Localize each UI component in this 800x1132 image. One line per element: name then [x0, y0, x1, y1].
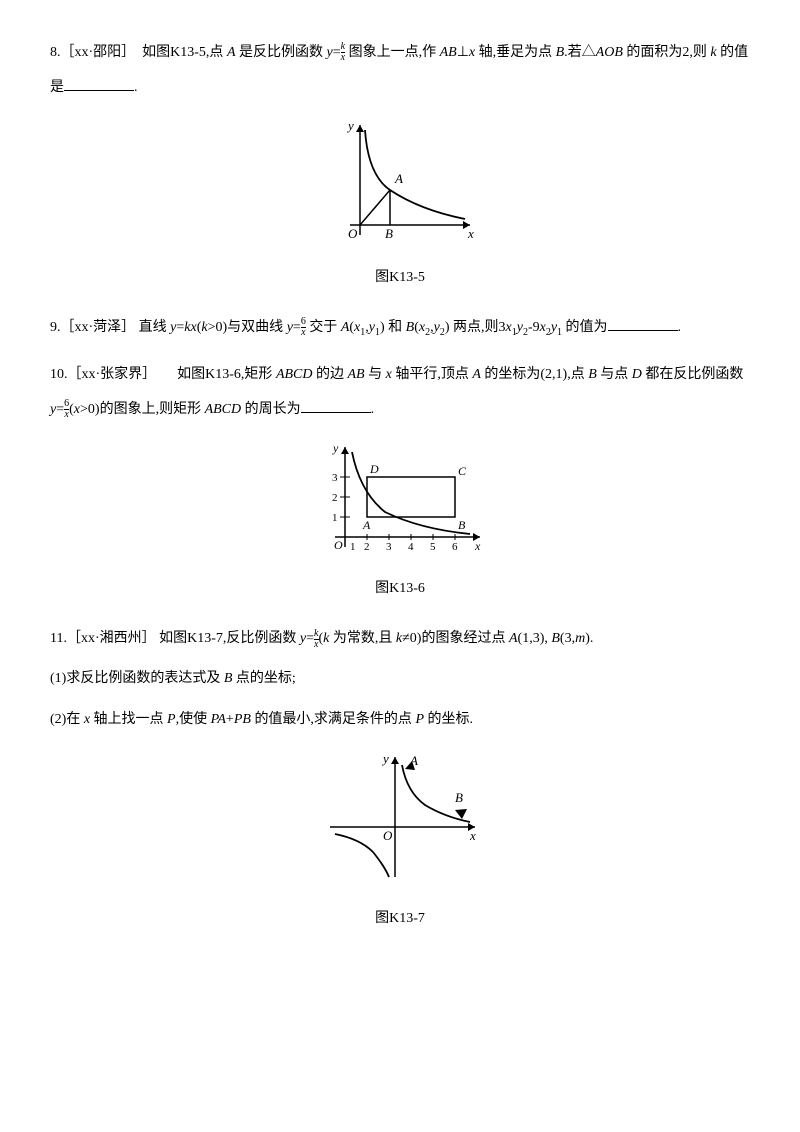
- svg-text:1: 1: [332, 512, 338, 524]
- svg-text:x: x: [474, 539, 481, 553]
- svg-text:4: 4: [408, 541, 414, 553]
- problem-11-text: 11.［xx·湘西州］ 如图K13-7,反比例函数 y=kx(k 为常数,且 k…: [50, 626, 750, 651]
- svg-text:A: A: [394, 171, 403, 186]
- problem-11-part2: (2)在 x 轴上找一点 P,使使 PA+PB 的值最小,求满足条件的点 P 的…: [50, 707, 750, 732]
- blank-fill[interactable]: [301, 412, 371, 413]
- fraction: 6x: [64, 399, 69, 420]
- svg-text:5: 5: [430, 541, 436, 553]
- figure-k13-6: 1 2 3 1 2 3 4 5 6 A B C D O x y 图K13-6: [50, 437, 750, 601]
- svg-text:O: O: [334, 538, 343, 552]
- text: 的面积为2,则: [626, 45, 707, 60]
- problem-11-part1: (1)求反比例函数的表达式及 B 点的坐标;: [50, 666, 750, 691]
- figure-k13-5: A B O x y 图K13-5: [50, 115, 750, 289]
- svg-text:y: y: [332, 441, 339, 455]
- text: 图象上一点,作: [349, 45, 437, 60]
- text: 的值: [720, 45, 748, 60]
- graph-svg-11: A B O x y: [315, 747, 485, 887]
- svg-text:2: 2: [332, 492, 338, 504]
- fraction: kx: [314, 629, 318, 650]
- svg-text:3: 3: [386, 541, 392, 553]
- blank-fill[interactable]: [64, 90, 134, 91]
- var: AB: [440, 45, 457, 60]
- caption-10: 图K13-6: [50, 576, 750, 601]
- svg-text:A: A: [409, 753, 418, 768]
- svg-text:y: y: [381, 751, 389, 766]
- text: 是: [50, 80, 64, 95]
- graph-svg-8: A B O x y: [320, 115, 480, 245]
- fraction: 6x: [301, 317, 306, 338]
- problem-9: 9.［xx·菏泽］ 直线 y=kx(k>0)与双曲线 y=6x 交于 A(x1,…: [50, 315, 750, 342]
- svg-text:x: x: [469, 828, 476, 843]
- text: 是反比例函数: [239, 45, 323, 60]
- var: k: [710, 45, 716, 60]
- svg-text:O: O: [383, 828, 393, 843]
- svg-text:6: 6: [452, 541, 458, 553]
- problem-10-text: 10.［xx·张家界］ 如图K13-6,矩形 ABCD 的边 AB 与 x 轴平…: [50, 362, 750, 387]
- problem-10: 10.［xx·张家界］ 如图K13-6,矩形 ABCD 的边 AB 与 x 轴平…: [50, 362, 750, 602]
- svg-text:3: 3: [332, 472, 338, 484]
- problem-10-line2: y=6x(x>0)的图象上,则矩形 ABCD 的周长为.: [50, 397, 750, 422]
- svg-text:B: B: [455, 790, 463, 805]
- svg-text:x: x: [467, 226, 474, 241]
- text: 8.［xx·邵阳］ 如图K13-5,点: [50, 45, 223, 60]
- svg-text:C: C: [458, 464, 467, 478]
- svg-text:A: A: [362, 518, 371, 532]
- problem-11: 11.［xx·湘西州］ 如图K13-7,反比例函数 y=kx(k 为常数,且 k…: [50, 626, 750, 931]
- text: 9.［xx·菏泽］ 直线: [50, 320, 167, 335]
- problem-8-line2: 是.: [50, 75, 750, 100]
- svg-text:B: B: [458, 518, 466, 532]
- caption-8: 图K13-5: [50, 265, 750, 290]
- svg-text:1: 1: [350, 541, 356, 553]
- blank-fill[interactable]: [608, 330, 678, 331]
- problem-9-text: 9.［xx·菏泽］ 直线 y=kx(k>0)与双曲线 y=6x 交于 A(x1,…: [50, 315, 750, 342]
- figure-k13-7: A B O x y 图K13-7: [50, 747, 750, 931]
- svg-text:2: 2: [364, 541, 370, 553]
- fraction: kx: [341, 42, 345, 63]
- problem-8-text: 8.［xx·邵阳］ 如图K13-5,点 A 是反比例函数 y=kx 图象上一点,…: [50, 40, 750, 65]
- graph-svg-10: 1 2 3 1 2 3 4 5 6 A B C D O x y: [310, 437, 490, 557]
- var: A: [227, 45, 236, 60]
- svg-text:D: D: [369, 462, 379, 476]
- problem-8: 8.［xx·邵阳］ 如图K13-5,点 A 是反比例函数 y=kx 图象上一点,…: [50, 40, 750, 290]
- svg-text:O: O: [348, 226, 358, 241]
- svg-text:B: B: [385, 226, 393, 241]
- var: B: [556, 45, 565, 60]
- svg-text:y: y: [346, 118, 354, 133]
- text: 轴,垂足为点: [479, 45, 553, 60]
- caption-11: 图K13-7: [50, 906, 750, 931]
